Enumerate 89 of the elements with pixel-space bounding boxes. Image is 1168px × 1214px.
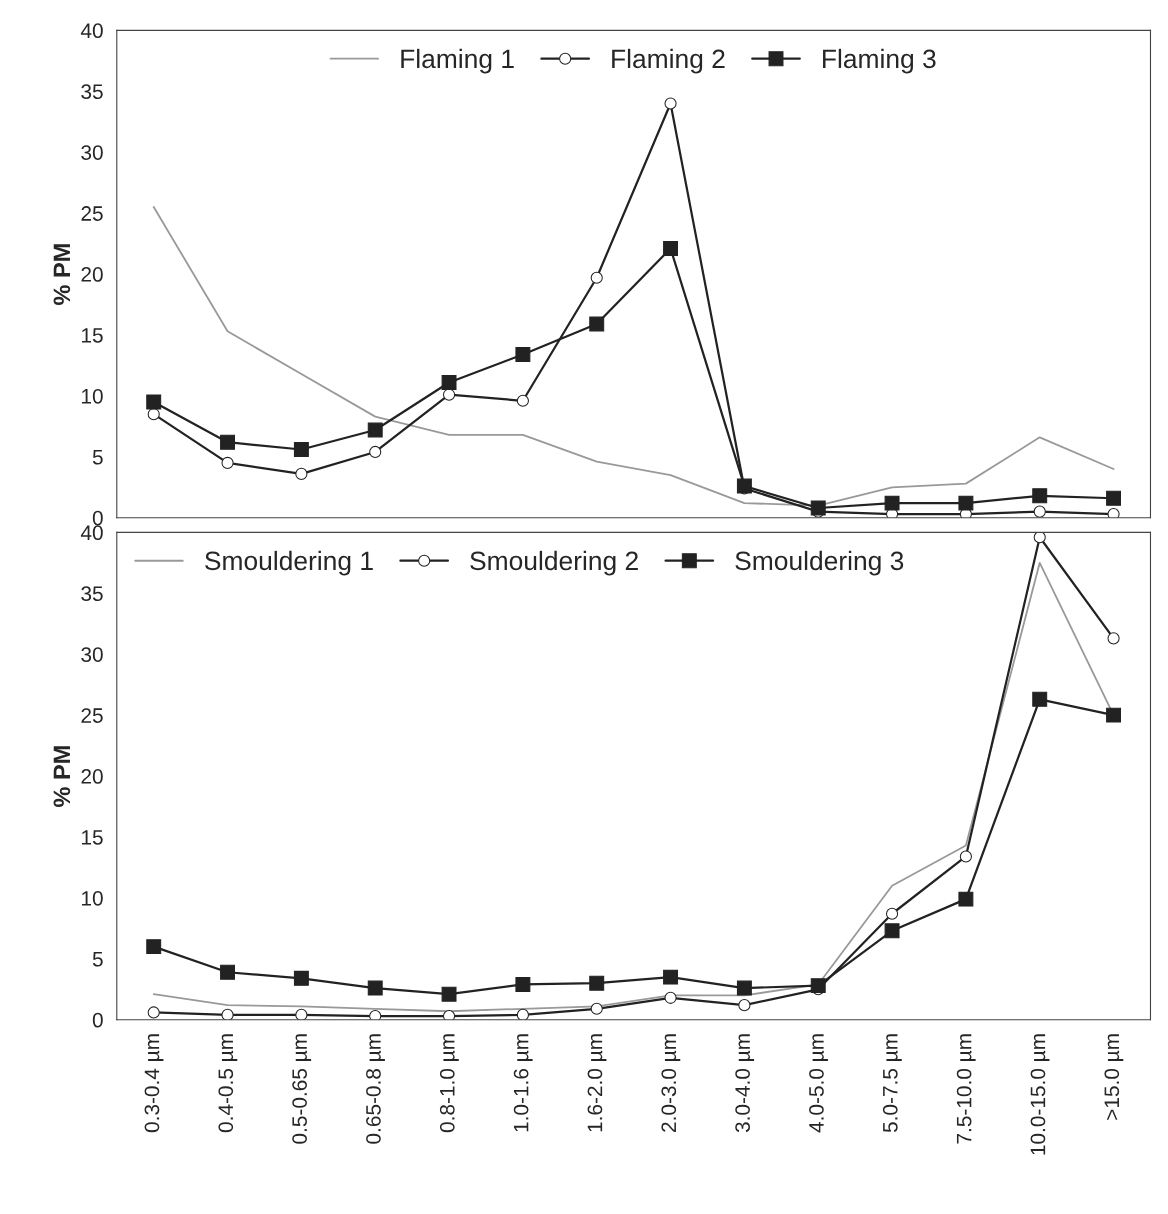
point — [736, 478, 752, 494]
point — [884, 923, 900, 939]
point — [441, 986, 457, 1002]
point — [958, 891, 974, 907]
y-tick-label: 15 — [82, 830, 103, 845]
y-tick-label: 40 — [80, 23, 103, 39]
y-tick-label: 35 — [81, 84, 103, 100]
point — [1032, 691, 1048, 707]
point — [590, 1002, 603, 1015]
point — [664, 97, 677, 110]
x-tick-label: 0.65-0.8 µm — [366, 1034, 385, 1144]
legend-label: Smouldering 1 — [205, 550, 373, 576]
point — [369, 445, 382, 459]
y-tick-label: 10 — [82, 890, 103, 906]
point — [367, 980, 383, 996]
point — [220, 434, 236, 450]
y-tick-label: 5 — [92, 450, 103, 465]
point — [441, 375, 457, 390]
legend-label: Flaming 1 — [401, 48, 514, 74]
point — [1106, 490, 1122, 506]
point — [221, 456, 234, 469]
point — [146, 394, 162, 410]
point — [515, 347, 531, 362]
point — [590, 271, 603, 284]
x-tick-label: 4.0-5.0 µm — [809, 1034, 828, 1133]
point — [295, 1008, 308, 1020]
point — [293, 970, 309, 986]
point — [1106, 707, 1122, 723]
x-tick-label: >15.0 µm — [1104, 1034, 1124, 1120]
legend-label: Flaming 3 — [823, 48, 936, 74]
point — [738, 999, 751, 1012]
point — [885, 907, 899, 920]
point — [369, 1010, 382, 1020]
y-tick-label: 25 — [81, 708, 103, 723]
point — [1033, 532, 1046, 544]
point — [442, 1010, 456, 1020]
point — [1107, 632, 1120, 645]
x-tick-label: 0.5-0.65 µm — [292, 1034, 312, 1144]
y-tick-label: 30 — [81, 647, 103, 662]
point — [1033, 505, 1046, 518]
y-tick-label: 5 — [92, 952, 103, 967]
legend-label: Smouldering 3 — [735, 550, 904, 576]
x-tick-label: 0.8-1.0 µm — [439, 1034, 459, 1133]
y-tick-label: 0 — [92, 510, 103, 526]
point — [663, 240, 679, 256]
point — [295, 467, 308, 480]
x-tick-label: 2.0-3.0 µm — [661, 1034, 681, 1132]
x-tick-label: 0.4-0.5 µm — [218, 1034, 238, 1133]
x-tick-label: 5.0-7.5 µm — [882, 1034, 902, 1133]
point — [147, 408, 160, 421]
point — [959, 850, 972, 863]
point — [515, 976, 531, 992]
y-tick-label: 20 — [81, 769, 103, 784]
point — [736, 980, 752, 996]
x-tick-label: 10.0-15.0 µm — [1030, 1034, 1050, 1155]
y-tick-label: 40 — [80, 525, 103, 541]
legend-label: Smouldering 2 — [470, 550, 638, 576]
point — [147, 1006, 160, 1019]
point — [958, 495, 974, 511]
point — [589, 316, 605, 332]
y-tick-label: 20 — [81, 267, 103, 282]
point — [589, 975, 605, 991]
point — [146, 939, 162, 955]
x-tick-label: 7.5-10.0 µm — [956, 1034, 976, 1144]
y-tick-label: 0 — [92, 1012, 103, 1028]
y-tick-label: 10 — [82, 388, 103, 404]
point — [1032, 488, 1048, 504]
y-tick-label: 15 — [82, 328, 103, 343]
y-axis-title: % PM — [53, 244, 71, 305]
point — [1107, 508, 1120, 518]
point — [220, 964, 236, 980]
point — [884, 495, 900, 511]
y-tick-label: 35 — [81, 586, 103, 602]
point — [221, 1008, 234, 1020]
point — [293, 442, 309, 457]
point — [442, 388, 456, 401]
point — [516, 394, 529, 407]
point — [367, 422, 383, 438]
x-tick-label: 1.0-1.6 µm — [513, 1034, 533, 1132]
x-tick-label: 1.6-2.0 µm — [587, 1034, 607, 1132]
point — [663, 969, 679, 985]
y-tick-label: 30 — [81, 145, 103, 160]
x-tick-label: 0.3-0.4 µm — [144, 1034, 164, 1133]
y-axis-title: % PM — [53, 746, 71, 807]
point — [664, 991, 677, 1004]
x-tick-label: 3.0-4.0 µm — [735, 1034, 755, 1133]
y-tick-label: 25 — [81, 206, 103, 221]
legend-label: Flaming 2 — [612, 48, 725, 74]
point — [516, 1008, 529, 1020]
